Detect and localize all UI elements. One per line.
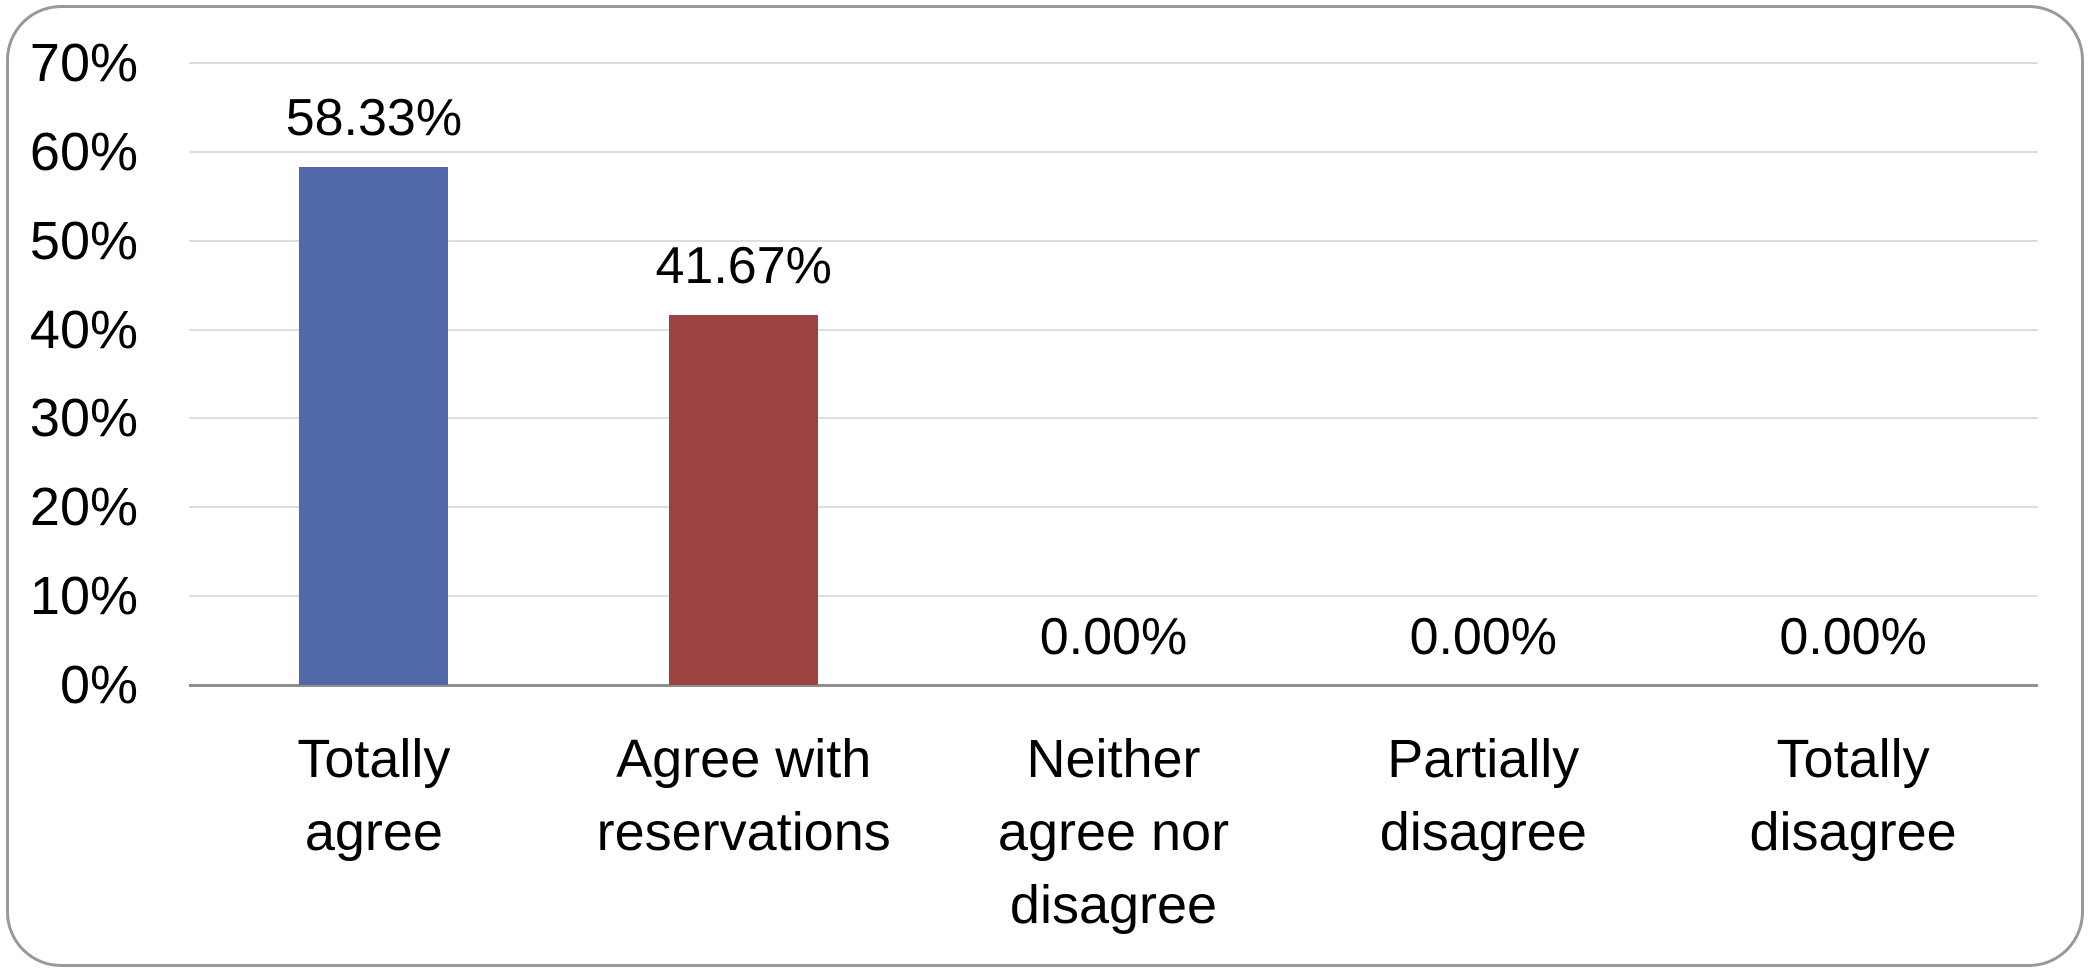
category-label-line: agree	[304, 802, 443, 862]
value-label-2: 0.00%	[1039, 608, 1188, 666]
gridline	[189, 506, 2038, 509]
y-axis-tick-label: 60%	[29, 121, 138, 182]
category-label-line: disagree	[1009, 875, 1218, 935]
category-label-1: Agree with reservations	[559, 723, 929, 869]
gridline	[189, 62, 2038, 64]
category-label-line: Partially	[1387, 729, 1580, 789]
y-axis-tick-label: 0%	[59, 655, 138, 715]
category-label-4: Totally disagree	[1668, 723, 2038, 869]
category-label-2: Neither agree nor disagree	[929, 723, 1299, 942]
category-label-line: reservations	[596, 802, 891, 862]
value-label-4: 0.00%	[1779, 608, 1927, 666]
gridline	[189, 417, 2038, 420]
category-label-line: Totally	[1776, 729, 1930, 789]
bar-0	[299, 166, 449, 685]
category-label-line: disagree	[1379, 802, 1587, 862]
value-label-0: 58.33%	[285, 88, 463, 147]
y-axis-tick-label: 20%	[29, 477, 138, 538]
y-axis-tick-label: 50%	[29, 210, 138, 271]
gridline	[189, 328, 2038, 331]
y-axis-tick-label: 70%	[29, 33, 138, 93]
gridline	[189, 595, 2038, 598]
category-label-line: disagree	[1749, 802, 1957, 862]
value-label-1: 41.67%	[655, 236, 832, 295]
x-axis-line	[189, 684, 2038, 687]
y-axis-tick-label: 40%	[29, 299, 138, 360]
category-label-3: Partially disagree	[1298, 723, 1668, 869]
bar-1	[669, 314, 819, 685]
category-label-0: Totally agree	[189, 723, 559, 869]
category-label-line: Neither	[1026, 729, 1201, 789]
y-axis-tick-label: 30%	[29, 388, 138, 449]
category-label-line: agree nor	[997, 802, 1230, 862]
gridline	[189, 150, 2038, 153]
value-label-3: 0.00%	[1409, 608, 1558, 666]
category-label-line: Agree with	[616, 729, 872, 789]
category-label-line: Totally	[297, 729, 451, 789]
gridline	[189, 239, 2038, 242]
y-axis-tick-label: 10%	[29, 566, 138, 627]
